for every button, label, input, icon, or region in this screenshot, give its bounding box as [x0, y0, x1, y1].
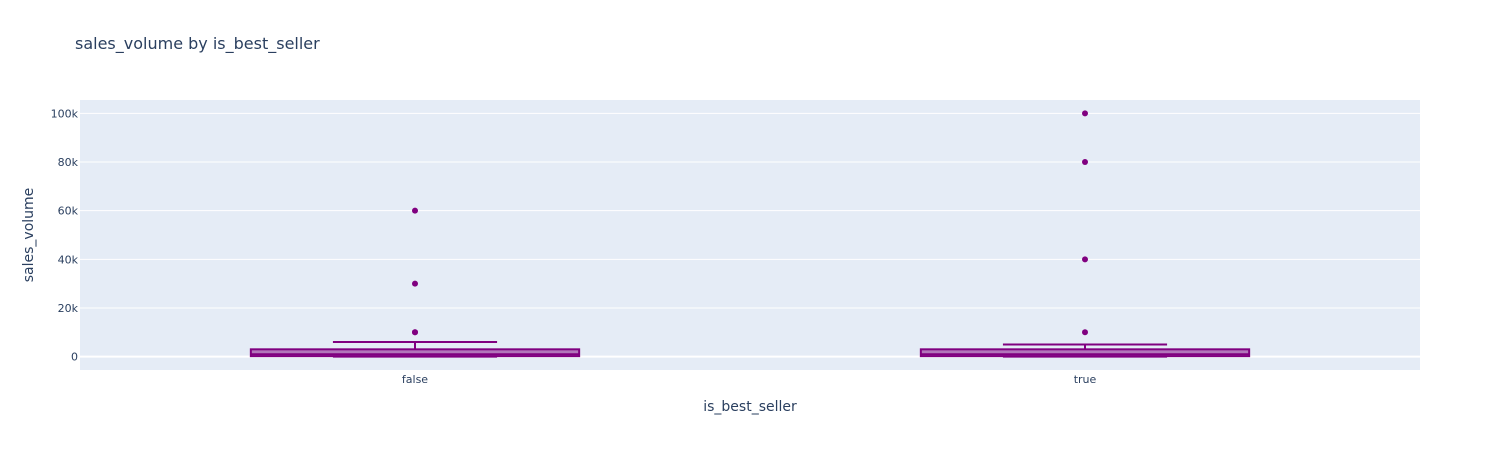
x-tick-label: false — [402, 373, 428, 386]
outlier-point — [1082, 329, 1088, 336]
box-false — [249, 207, 581, 358]
y-tick-label: 60k — [58, 205, 79, 218]
outlier-point — [412, 280, 418, 287]
outlier-point — [1082, 256, 1088, 263]
box-true — [919, 110, 1251, 358]
chart-title: sales_volume by is_best_seller — [75, 34, 320, 53]
outlier-point — [1082, 110, 1088, 117]
y-tick-label: 80k — [58, 156, 79, 169]
x-tick-label: true — [1074, 373, 1097, 386]
iqr-box — [249, 348, 581, 358]
y-tick-label: 0 — [71, 351, 78, 364]
x-tick-labels: false true — [402, 373, 1097, 386]
boxes — [249, 110, 1251, 358]
outlier-point — [412, 207, 418, 214]
y-tick-label: 20k — [58, 302, 79, 315]
iqr-box — [919, 348, 1251, 358]
x-axis-label: is_best_seller — [703, 399, 797, 415]
y-axis-label: sales_volume — [21, 188, 37, 283]
y-tick-label: 100k — [51, 107, 79, 120]
y-tick-labels: 0 20k 40k 60k 80k 100k — [51, 107, 79, 363]
plot-background — [80, 100, 1420, 370]
y-tick-label: 40k — [58, 253, 79, 266]
outlier-point — [412, 329, 418, 336]
outlier-point — [1082, 159, 1088, 166]
